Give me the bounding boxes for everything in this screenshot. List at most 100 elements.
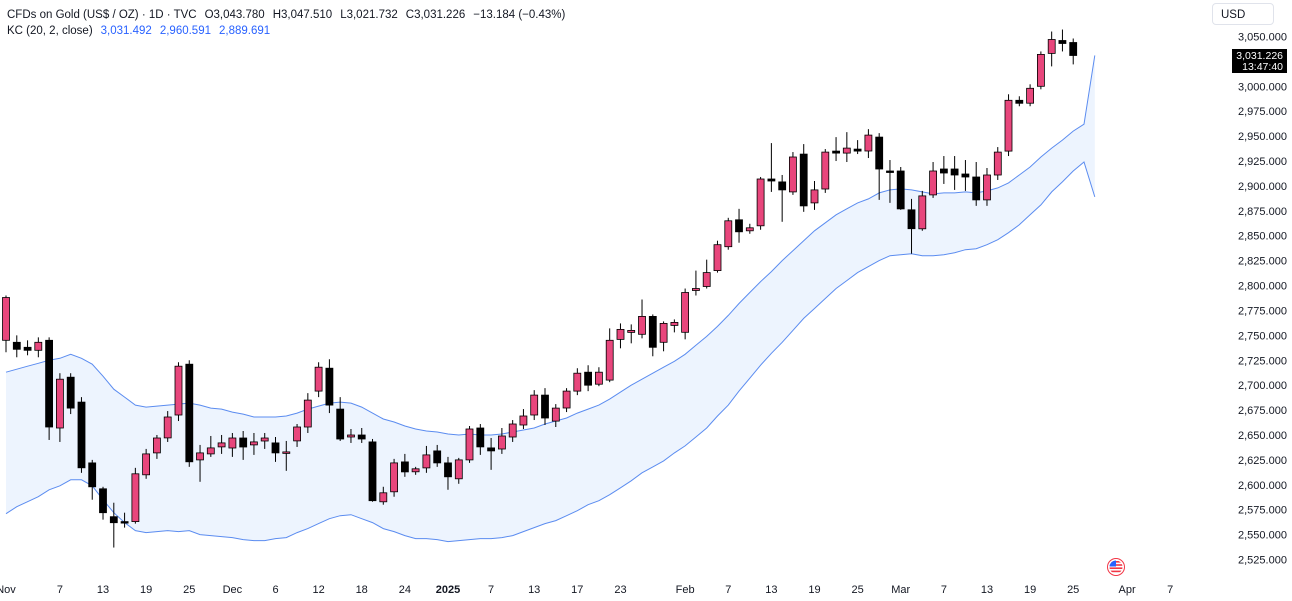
candle[interactable] — [368, 438, 377, 502]
candle[interactable] — [961, 160, 970, 191]
candle[interactable] — [767, 143, 776, 192]
candle[interactable] — [972, 162, 981, 206]
candle[interactable] — [217, 434, 226, 454]
candle[interactable] — [303, 393, 312, 433]
candle[interactable] — [77, 397, 86, 473]
candle[interactable] — [907, 198, 916, 254]
candle[interactable] — [1004, 94, 1013, 157]
candle[interactable] — [411, 466, 420, 475]
price-axis[interactable]: 2,525.000 2,550.000 2,575.000 2,600.000 2,62… — [1238, 32, 1287, 567]
candle[interactable] — [390, 458, 399, 497]
candle[interactable] — [573, 368, 582, 396]
candle[interactable] — [670, 319, 679, 333]
candle[interactable] — [541, 388, 549, 426]
candle[interactable] — [886, 160, 894, 203]
candle[interactable] — [896, 167, 905, 210]
candle[interactable] — [465, 426, 474, 463]
candle[interactable] — [778, 174, 787, 222]
candle[interactable] — [99, 486, 107, 520]
candle[interactable] — [120, 512, 129, 528]
candle[interactable] — [799, 144, 808, 212]
candle[interactable] — [271, 436, 280, 462]
candle[interactable] — [422, 445, 431, 473]
candle[interactable] — [1015, 96, 1024, 107]
candle[interactable] — [12, 335, 21, 358]
candle[interactable] — [282, 440, 291, 471]
candle[interactable] — [702, 259, 711, 289]
candle[interactable] — [400, 453, 409, 477]
candle[interactable] — [918, 190, 927, 231]
candle[interactable] — [1026, 84, 1034, 107]
candle[interactable] — [88, 459, 97, 500]
candle[interactable] — [756, 176, 765, 230]
candle[interactable] — [163, 411, 172, 442]
candle[interactable] — [940, 156, 948, 184]
candle[interactable] — [810, 180, 819, 210]
candle[interactable] — [336, 397, 345, 441]
candle[interactable] — [735, 208, 743, 243]
candle[interactable] — [627, 324, 636, 344]
candle[interactable] — [551, 404, 560, 428]
candle[interactable] — [206, 435, 215, 457]
candle[interactable] — [142, 448, 151, 479]
candle[interactable] — [562, 388, 571, 413]
candle[interactable] — [228, 432, 237, 457]
candle[interactable] — [1037, 51, 1045, 90]
candle[interactable] — [379, 486, 388, 505]
candle[interactable] — [950, 156, 959, 190]
candle[interactable] — [196, 444, 204, 482]
candle[interactable] — [864, 129, 873, 159]
candle[interactable] — [249, 432, 258, 455]
candle[interactable] — [983, 167, 991, 206]
candle[interactable] — [444, 456, 452, 490]
candle[interactable] — [2, 295, 10, 353]
candle[interactable] — [260, 432, 269, 449]
candle[interactable] — [875, 133, 884, 200]
candle[interactable] — [487, 437, 496, 470]
candle[interactable] — [454, 457, 463, 484]
candle[interactable] — [131, 467, 140, 524]
candle[interactable] — [616, 323, 625, 349]
candle[interactable] — [530, 390, 539, 421]
candle[interactable] — [293, 424, 302, 447]
candle[interactable] — [842, 132, 851, 163]
currency-button[interactable]: USD — [1212, 3, 1274, 25]
candle[interactable] — [66, 373, 75, 415]
symbol-title[interactable]: CFDs on Gold (US$ / OZ) · 1D · TVC — [7, 9, 197, 21]
candle[interactable] — [109, 502, 118, 548]
candle[interactable] — [152, 434, 161, 459]
candle[interactable] — [497, 428, 506, 454]
indicator-name[interactable]: KC (20, 2, close) — [7, 25, 93, 37]
candle[interactable] — [45, 337, 53, 440]
candle[interactable] — [929, 162, 937, 198]
candle[interactable] — [1069, 38, 1078, 65]
candle[interactable] — [681, 288, 689, 340]
candle[interactable] — [325, 359, 334, 414]
us-flag-icon[interactable] — [1107, 558, 1125, 576]
candle[interactable] — [347, 428, 355, 443]
candle[interactable] — [476, 424, 485, 455]
candle[interactable] — [853, 140, 862, 155]
candle[interactable] — [659, 321, 668, 352]
candle[interactable] — [34, 337, 43, 358]
time-axis[interactable]: Nov 7 13 19 25 Dec 6 12 18 24 2025 7 13 17 23 Feb 7 13 19 2… — [0, 584, 1173, 596]
candle[interactable] — [638, 299, 646, 339]
candle[interactable] — [174, 362, 183, 422]
candle[interactable] — [239, 430, 248, 460]
candle[interactable] — [595, 367, 603, 387]
candle[interactable] — [1047, 31, 1056, 67]
candle[interactable] — [519, 409, 528, 429]
candle[interactable] — [23, 340, 32, 356]
candle[interactable] — [745, 223, 754, 234]
candle[interactable] — [605, 328, 614, 383]
candle[interactable] — [357, 428, 366, 443]
candle[interactable] — [832, 137, 840, 162]
candle[interactable] — [314, 362, 323, 398]
candle[interactable] — [508, 420, 517, 442]
candle[interactable] — [692, 270, 700, 296]
candle[interactable] — [724, 217, 733, 250]
candle[interactable] — [648, 314, 657, 357]
candle[interactable] — [1058, 29, 1067, 52]
candle[interactable] — [185, 360, 194, 467]
